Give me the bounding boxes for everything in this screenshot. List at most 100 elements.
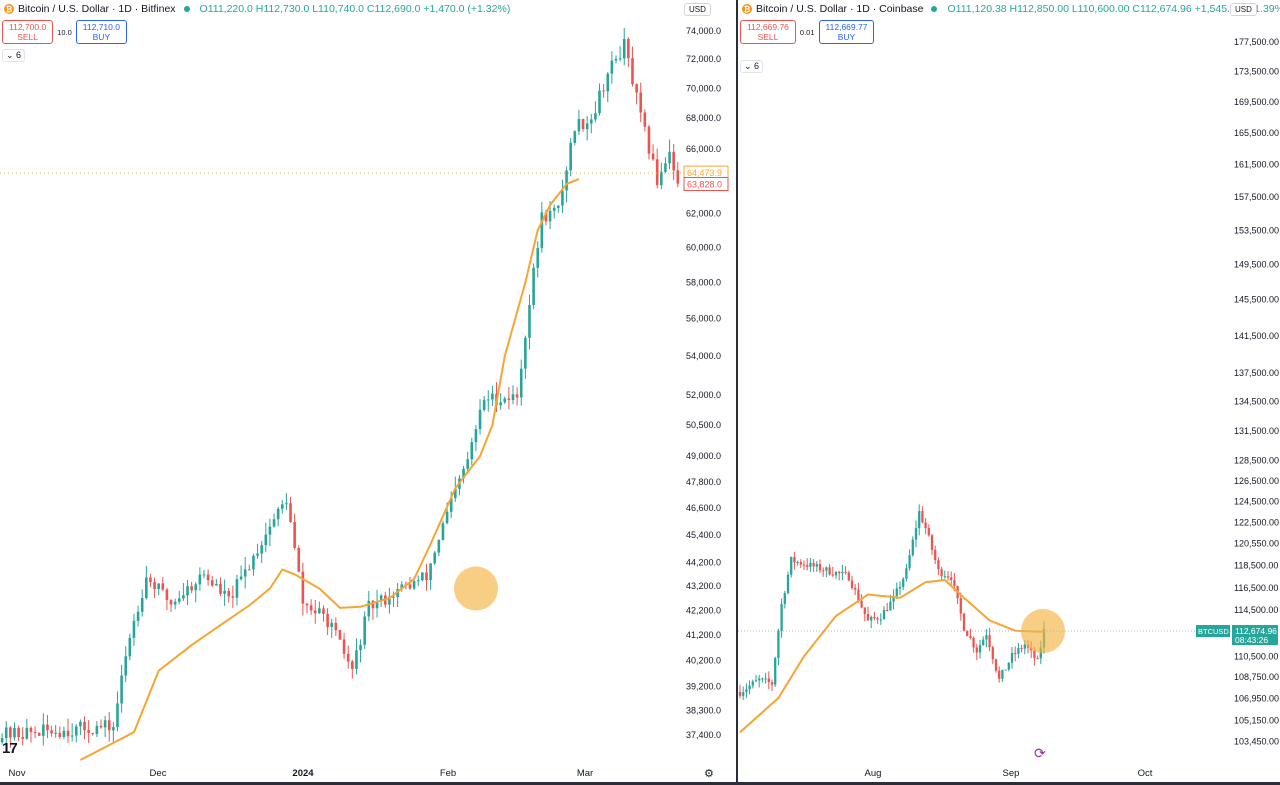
market-status-icon: [931, 6, 938, 12]
candle-body: [50, 730, 53, 734]
y-tick-label: 40,200.0: [686, 655, 721, 665]
spread-value: 10.0: [57, 27, 72, 37]
candle-body: [825, 567, 828, 571]
y-tick-label: 58,000.0: [686, 277, 721, 287]
candle-body: [540, 212, 544, 249]
candle-body: [449, 498, 453, 512]
y-tick-label: 169,500.00: [1234, 97, 1279, 107]
candle-body: [466, 459, 469, 469]
candle-body: [437, 539, 441, 553]
candle-body: [1010, 652, 1014, 663]
candle-body: [330, 622, 334, 628]
candle-body: [400, 584, 404, 590]
y-tick-label: 60,000.0: [686, 242, 721, 252]
candle-body: [268, 526, 272, 535]
candle-body: [969, 636, 972, 638]
candle-body: [806, 565, 809, 567]
candle-body: [462, 468, 465, 479]
symbol-title[interactable]: Bitcoin / U.S. Dollar · 1D · Bitfinex: [18, 3, 176, 15]
y-tick-label: 46,600.0: [686, 503, 721, 513]
y-tick-label: 106,950.00: [1234, 694, 1279, 704]
pane-divider[interactable]: [736, 0, 738, 785]
y-tick-label: 41,200.0: [686, 630, 721, 640]
candle-body: [223, 590, 226, 594]
candle-body: [561, 190, 564, 206]
candle-body: [9, 727, 12, 738]
candle-body: [924, 522, 927, 529]
chart-pane-bitfinex[interactable]: 74,000.0 72,000.0 70,000.0 68,000.0 66,000.0…: [0, 0, 736, 785]
candle-body: [408, 584, 412, 589]
candle-body: [962, 613, 966, 631]
candle-body: [585, 123, 589, 130]
candle-body: [886, 609, 889, 611]
candle-body: [742, 692, 745, 696]
candle-body: [569, 142, 572, 171]
buy-button[interactable]: 112,669.77 BUY: [818, 20, 875, 44]
buy-label: BUY: [837, 32, 856, 42]
candle-body: [831, 574, 834, 576]
candle-body: [182, 595, 185, 599]
candle-body: [790, 557, 793, 575]
moving-average-line: [79, 178, 580, 761]
candle-body: [815, 564, 818, 567]
candle-body: [573, 131, 577, 143]
candle-body: [985, 635, 988, 640]
candle-body: [676, 170, 680, 184]
indicators-toggle[interactable]: ⌄ 6: [2, 49, 26, 62]
candle-body: [889, 601, 892, 611]
candle-body: [622, 38, 626, 59]
candle-body: [799, 561, 802, 565]
chart-pane-coinbase[interactable]: 177,500.00 173,500.00 169,500.00 165,500.00…: [738, 0, 1280, 785]
candle-body: [838, 571, 841, 574]
candle-body: [491, 393, 494, 400]
candle-body: [70, 735, 74, 737]
candle-body: [577, 118, 581, 132]
candle-body: [834, 571, 838, 576]
bottom-border: [0, 782, 1280, 785]
candle-body: [898, 586, 902, 589]
y-tick-label: 110,500.00: [1234, 651, 1278, 661]
currency-selector[interactable]: USD: [684, 3, 711, 16]
candle-body: [66, 730, 70, 737]
tradingview-logo-icon[interactable]: 17: [2, 740, 18, 757]
x-tick-label: Mar: [577, 768, 593, 779]
last-price-tag: [1232, 625, 1278, 646]
candle-body: [124, 656, 128, 676]
candle-body: [0, 738, 4, 743]
candle-body: [136, 611, 140, 621]
symbol-title[interactable]: Bitcoin / U.S. Dollar · 1D · Coinbase: [756, 3, 924, 15]
candle-body: [664, 163, 667, 172]
sell-button[interactable]: 112,669.76 SELL: [740, 20, 796, 44]
y-tick-label: 62,000.0: [686, 208, 721, 218]
candle-body: [198, 574, 202, 585]
candle-body: [486, 399, 490, 401]
y-tick-label: 126,500.00: [1234, 476, 1279, 486]
candle-body: [857, 589, 860, 601]
candle-body: [515, 394, 519, 398]
candle-body: [610, 60, 614, 74]
y-tick-label: 120,550.00: [1234, 538, 1279, 548]
bitfinex-chart-canvas[interactable]: 74,000.0 72,000.0 70,000.0 68,000.0 66,000.0…: [0, 0, 736, 785]
candle-body: [978, 645, 982, 653]
currency-selector[interactable]: USD: [1230, 3, 1257, 16]
candle-body: [770, 682, 774, 685]
buy-button[interactable]: 112,710.0 BUY: [75, 20, 127, 44]
y-tick-label: 118,500.00: [1234, 561, 1278, 571]
candle-body: [557, 205, 560, 208]
coinbase-chart-canvas[interactable]: 177,500.00 173,500.00 169,500.00 165,500.00…: [738, 0, 1280, 785]
candle-body: [651, 153, 655, 160]
symbol-legend: ₿ Bitcoin / U.S. Dollar · 1D · Bitfinex …: [4, 3, 510, 15]
y-tick-label: 72,000.0: [686, 54, 721, 64]
replay-icon[interactable]: ⟳: [1034, 745, 1046, 761]
sell-button[interactable]: 112,700.0 SELL: [2, 20, 54, 44]
candle-body: [379, 595, 383, 602]
candle-body: [392, 596, 395, 598]
candle-body: [375, 601, 379, 609]
candle-body: [235, 579, 239, 598]
gear-icon[interactable]: ⚙: [704, 768, 714, 780]
candle-body: [482, 399, 486, 410]
candle-body: [860, 600, 863, 608]
price-axis: [1230, 0, 1280, 785]
candle-body: [74, 726, 78, 736]
indicators-toggle[interactable]: ⌄ 6: [740, 60, 764, 73]
